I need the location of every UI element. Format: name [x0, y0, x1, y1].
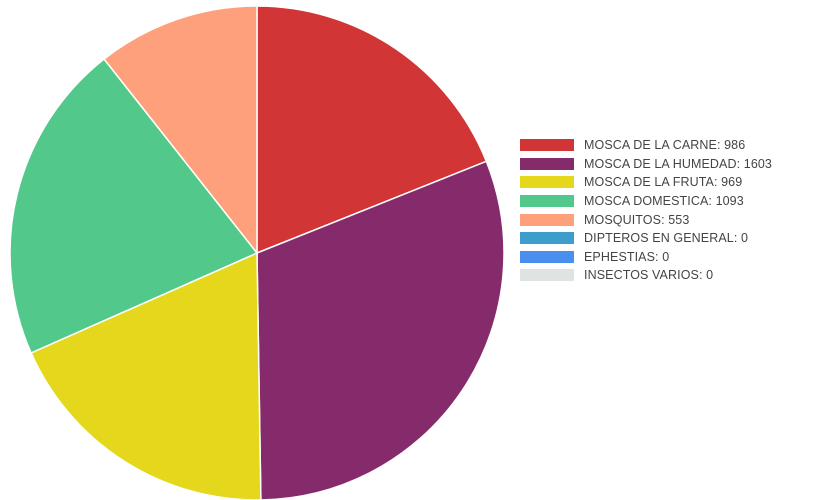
legend-swatch-dipteros-en-general [520, 232, 574, 245]
legend-label-mosquitos: MOSQUITOS: 553 [584, 212, 690, 227]
legend-item-ephestias: EPHESTIAS: 0 [520, 248, 836, 267]
legend-item-dipteros-en-general: DIPTEROS EN GENERAL: 0 [520, 229, 836, 248]
legend-swatch-mosca-domestica [520, 195, 574, 208]
legend-item-insectos-varios: INSECTOS VARIOS: 0 [520, 266, 836, 285]
legend-item-mosca-domestica: MOSCA DOMESTICA: 1093 [520, 192, 836, 211]
legend-label-dipteros-en-general: DIPTEROS EN GENERAL: 0 [584, 231, 749, 246]
pie-slice-mosca-de-la-carne [256, 5, 488, 255]
pie-slice-mosca-domestica [9, 57, 259, 354]
legend-swatch-mosca-de-la-fruta [520, 176, 574, 189]
legend-item-mosquitos: MOSQUITOS: 553 [520, 210, 836, 229]
legend-item-mosca-de-la-humedad: MOSCA DE LA HUMEDAD: 1603 [520, 155, 836, 174]
legend-label-mosca-de-la-carne: MOSCA DE LA CARNE: 986 [584, 138, 746, 153]
legend-swatch-mosca-de-la-carne [520, 139, 574, 152]
legend: MOSCA DE LA CARNE: 986 MOSCA DE LA HUMED… [520, 136, 836, 285]
legend-label-insectos-varios: INSECTOS VARIOS: 0 [584, 268, 714, 283]
legend-label-mosca-domestica: MOSCA DOMESTICA: 1093 [584, 194, 744, 209]
legend-item-mosca-de-la-fruta: MOSCA DE LA FRUTA: 969 [520, 173, 836, 192]
pie-slice-mosquitos [103, 5, 258, 256]
legend-swatch-ephestias [520, 250, 574, 263]
legend-swatch-mosquitos [520, 213, 574, 226]
pie-slice-mosca-de-la-fruta [30, 251, 262, 500]
legend-label-mosca-de-la-humedad: MOSCA DE LA HUMEDAD: 1603 [584, 156, 772, 171]
legend-swatch-insectos-varios [520, 269, 574, 282]
legend-label-mosca-de-la-fruta: MOSCA DE LA FRUTA: 969 [584, 175, 743, 190]
legend-swatch-mosca-de-la-humedad [520, 157, 574, 170]
legend-item-mosca-de-la-carne: MOSCA DE LA CARNE: 986 [520, 136, 836, 155]
pie-slice-mosca-de-la-humedad [256, 160, 505, 500]
legend-label-ephestias: EPHESTIAS: 0 [584, 249, 670, 264]
